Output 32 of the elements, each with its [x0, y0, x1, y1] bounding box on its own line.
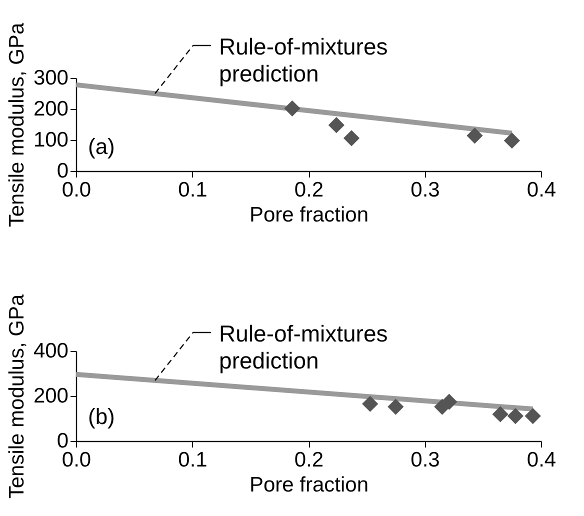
- x-tick-label: 0.4: [526, 448, 556, 472]
- x-tick-label: 0.4: [526, 178, 556, 202]
- y-axis-title: Tensile modulus, GPa: [5, 294, 28, 499]
- x-axis-title: Pore fraction: [249, 204, 369, 226]
- annotation: Rule-of-mixtures prediction: [219, 34, 388, 86]
- y-axis-title: Tensile modulus, GPa: [5, 22, 28, 228]
- x-tick-label: 0.2: [294, 448, 324, 472]
- point: [441, 394, 458, 410]
- x-tick-label: 0.1: [178, 448, 208, 472]
- x-axis-title: Pore fraction: [249, 474, 369, 496]
- x-tick-label: 0.3: [410, 448, 440, 472]
- y-tick-label: 200: [33, 384, 68, 408]
- y-tick-label: 200: [33, 98, 68, 120]
- y-tick-label: 400: [33, 340, 68, 362]
- x-tick-label: 0.1: [178, 178, 208, 202]
- point: [504, 132, 520, 149]
- point: [362, 396, 378, 412]
- point: [524, 408, 541, 424]
- annotation: Rule-of-mixtures prediction: [219, 320, 388, 374]
- point: [343, 130, 360, 146]
- point: [284, 100, 300, 116]
- x-tick-label: 0.2: [294, 178, 324, 202]
- point: [466, 128, 483, 144]
- point: [328, 117, 344, 134]
- annotation: (b): [88, 404, 115, 429]
- x-tick-label: 0.3: [410, 178, 440, 202]
- point: [507, 408, 524, 424]
- y-tick-label: 300: [33, 66, 68, 90]
- point: [388, 398, 404, 415]
- point: [492, 406, 508, 422]
- annotation: (a): [88, 134, 115, 159]
- y-tick-label: 100: [33, 128, 68, 152]
